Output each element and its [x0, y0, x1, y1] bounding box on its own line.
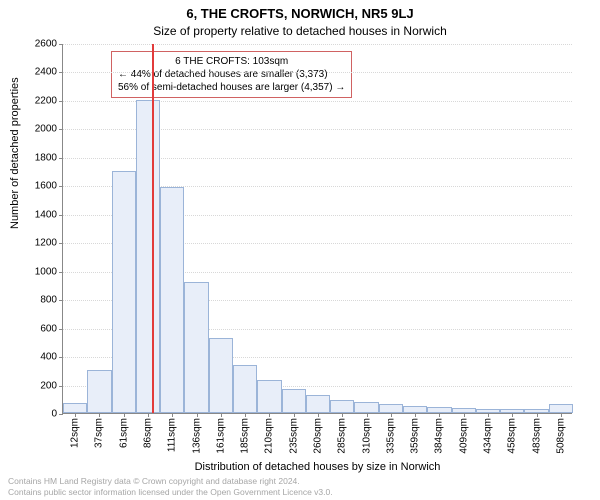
histogram-bar [282, 389, 306, 413]
x-tick-label: 458sqm [507, 418, 518, 454]
histogram-bar [136, 100, 160, 413]
histogram-bar [233, 365, 257, 413]
chart-plot-area: Number of detached properties Distributi… [62, 44, 572, 414]
x-tick-mark [294, 413, 295, 417]
x-tick-label: 285sqm [337, 418, 348, 454]
histogram-bar [112, 171, 136, 413]
x-tick-label: 235sqm [288, 418, 299, 454]
y-tick-label: 2000 [35, 124, 57, 135]
x-tick-label: 434sqm [483, 418, 494, 454]
y-tick-mark [59, 186, 63, 187]
y-axis-label: Number of detached properties [9, 77, 21, 229]
y-tick-mark [59, 272, 63, 273]
property-annotation-box: 6 THE CROFTS: 103sqm ← 44% of detached h… [111, 51, 352, 98]
x-tick-label: 61sqm [118, 418, 129, 448]
histogram-bar [379, 404, 403, 413]
y-tick-label: 600 [40, 323, 57, 334]
gridline [63, 72, 572, 73]
x-tick-label: 260sqm [313, 418, 324, 454]
x-tick-label: 210sqm [264, 418, 275, 454]
x-tick-mark [512, 413, 513, 417]
histogram-bar [63, 403, 87, 413]
x-tick-label: 37sqm [94, 418, 105, 448]
histogram-bar [257, 380, 281, 413]
x-tick-mark [342, 413, 343, 417]
x-tick-mark [99, 413, 100, 417]
x-tick-label: 384sqm [434, 418, 445, 454]
x-tick-mark [464, 413, 465, 417]
x-tick-mark [245, 413, 246, 417]
y-tick-mark [59, 386, 63, 387]
x-tick-mark [415, 413, 416, 417]
x-tick-mark [148, 413, 149, 417]
y-tick-label: 1000 [35, 266, 57, 277]
histogram-bar [184, 282, 208, 413]
x-tick-label: 136sqm [191, 418, 202, 454]
histogram-bar [306, 395, 330, 414]
x-tick-mark [391, 413, 392, 417]
x-tick-label: 508sqm [555, 418, 566, 454]
y-tick-label: 200 [40, 380, 57, 391]
y-tick-label: 1600 [35, 181, 57, 192]
x-tick-label: 359sqm [410, 418, 421, 454]
x-axis-label: Distribution of detached houses by size … [63, 461, 572, 473]
y-tick-label: 1800 [35, 152, 57, 163]
x-tick-mark [488, 413, 489, 417]
y-tick-label: 400 [40, 352, 57, 363]
y-tick-mark [59, 101, 63, 102]
y-tick-label: 2400 [35, 67, 57, 78]
y-tick-label: 1400 [35, 209, 57, 220]
y-tick-mark [59, 243, 63, 244]
y-tick-label: 2200 [35, 95, 57, 106]
x-tick-mark [561, 413, 562, 417]
x-tick-label: 335sqm [385, 418, 396, 454]
y-tick-label: 800 [40, 295, 57, 306]
histogram-bar [160, 187, 184, 413]
y-tick-mark [59, 414, 63, 415]
x-tick-label: 12sqm [70, 418, 81, 448]
y-tick-label: 1200 [35, 238, 57, 249]
histogram-bar [330, 400, 354, 413]
y-tick-mark [59, 129, 63, 130]
footer-copyright-2: Contains public sector information licen… [8, 487, 333, 497]
x-tick-label: 483sqm [531, 418, 542, 454]
x-tick-mark [367, 413, 368, 417]
y-tick-mark [59, 300, 63, 301]
y-tick-mark [59, 44, 63, 45]
y-tick-mark [59, 329, 63, 330]
y-tick-mark [59, 158, 63, 159]
x-tick-label: 310sqm [361, 418, 372, 454]
chart-title-sub: Size of property relative to detached ho… [0, 24, 600, 38]
histogram-bar [87, 370, 111, 413]
x-tick-mark [197, 413, 198, 417]
gridline [63, 44, 572, 45]
histogram-bar [403, 406, 427, 413]
x-tick-mark [269, 413, 270, 417]
y-tick-mark [59, 357, 63, 358]
y-tick-label: 0 [51, 409, 57, 420]
histogram-bar [209, 338, 233, 413]
x-tick-mark [537, 413, 538, 417]
histogram-bar [354, 402, 378, 413]
y-tick-label: 2600 [35, 39, 57, 50]
chart-title-main: 6, THE CROFTS, NORWICH, NR5 9LJ [0, 6, 600, 21]
y-tick-mark [59, 215, 63, 216]
x-tick-mark [221, 413, 222, 417]
x-tick-mark [124, 413, 125, 417]
x-tick-mark [439, 413, 440, 417]
histogram-bar [549, 404, 573, 413]
x-tick-mark [172, 413, 173, 417]
x-tick-label: 86sqm [143, 418, 154, 448]
property-marker-line [152, 44, 154, 413]
x-tick-mark [75, 413, 76, 417]
y-tick-mark [59, 72, 63, 73]
footer-copyright-1: Contains HM Land Registry data © Crown c… [8, 476, 300, 486]
x-tick-label: 409sqm [458, 418, 469, 454]
x-tick-label: 185sqm [240, 418, 251, 454]
x-tick-mark [318, 413, 319, 417]
x-tick-label: 161sqm [215, 418, 226, 454]
x-tick-label: 111sqm [167, 418, 178, 452]
